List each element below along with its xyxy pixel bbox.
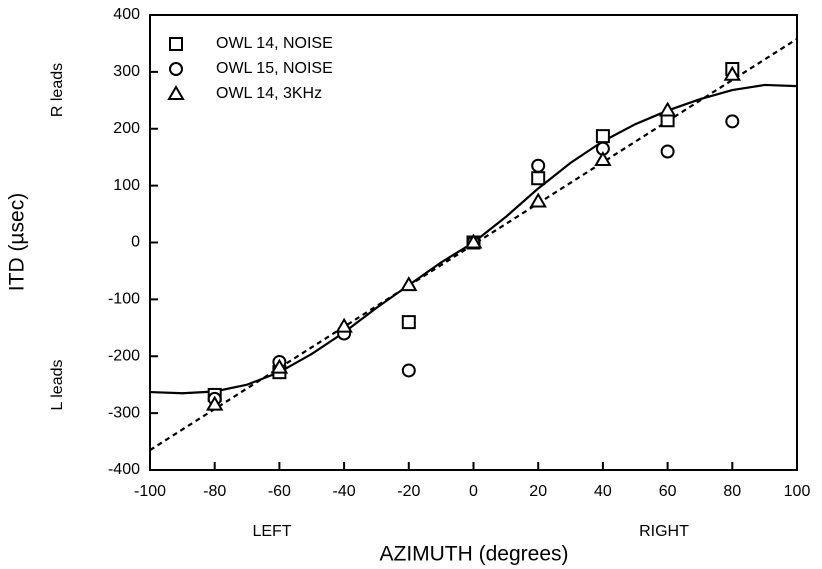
x-tick-label: -60 <box>268 483 291 500</box>
marker <box>531 171 546 186</box>
marker <box>400 276 418 292</box>
annotation: L leads <box>49 360 66 411</box>
y-axis-title: ITD (µsec) <box>6 193 29 291</box>
marker <box>595 129 610 144</box>
marker <box>594 151 612 167</box>
x-tick-label: -100 <box>134 483 166 500</box>
marker <box>464 233 483 249</box>
marker <box>723 65 742 81</box>
marker <box>529 192 547 208</box>
y-tick-label: 200 <box>113 120 140 137</box>
y-tick-label: -300 <box>108 404 140 421</box>
x-tick-label: 60 <box>659 483 677 500</box>
marker <box>401 363 416 378</box>
marker <box>725 114 740 129</box>
x-axis-title: AZIMUTH (degrees) <box>379 543 568 566</box>
marker <box>660 144 675 159</box>
y-tick-label: -100 <box>108 291 140 308</box>
y-tick-label: 300 <box>113 63 140 80</box>
legend-marker <box>169 62 183 76</box>
annotation: R leads <box>49 63 66 117</box>
marker <box>658 101 677 117</box>
marker <box>270 358 289 374</box>
x-tick-label: -20 <box>397 483 420 500</box>
y-tick-label: -400 <box>108 461 140 478</box>
x-tick-label: -40 <box>333 483 356 500</box>
legend-marker <box>167 85 185 100</box>
x-tick-label: 0 <box>469 483 478 500</box>
legend-label: OWL 14, 3KHz <box>216 85 322 102</box>
marker <box>531 158 546 173</box>
x-tick-label: 20 <box>529 483 547 500</box>
legend-label: OWL 15, NOISE <box>216 60 333 77</box>
y-tick-label: -200 <box>108 347 140 364</box>
legend-marker <box>169 37 183 51</box>
x-tick-label: 40 <box>594 483 612 500</box>
annotation: LEFT <box>252 523 291 540</box>
x-tick-label: 80 <box>723 483 741 500</box>
marker <box>335 317 353 333</box>
x-tick-label: -80 <box>203 483 226 500</box>
marker <box>205 395 224 411</box>
y-tick-label: 100 <box>113 177 140 194</box>
legend-label: OWL 14, NOISE <box>216 35 333 52</box>
marker <box>401 315 416 330</box>
y-tick-label: 0 <box>131 234 140 251</box>
annotation: RIGHT <box>639 523 689 540</box>
x-tick-label: 100 <box>784 483 811 500</box>
y-tick-label: 400 <box>113 6 140 23</box>
